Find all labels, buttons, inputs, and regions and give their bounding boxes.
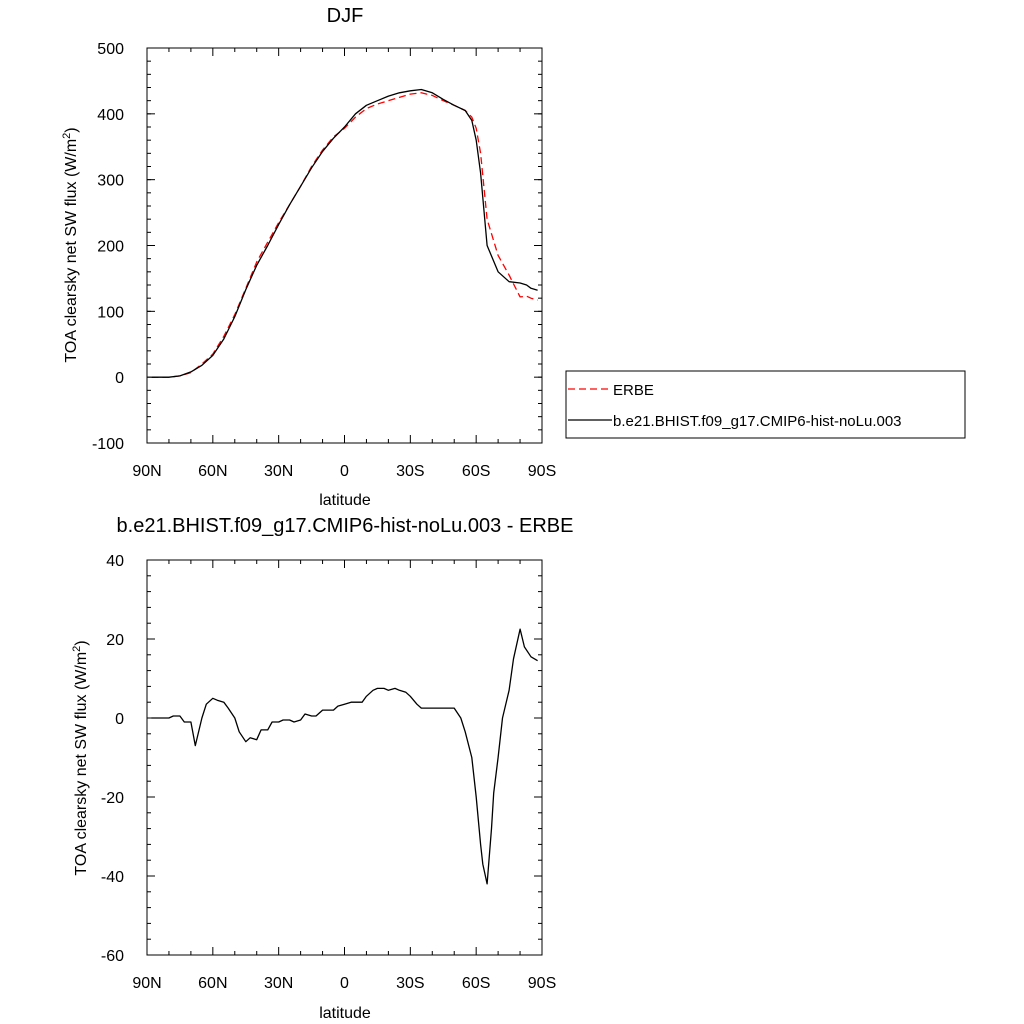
x-tick-label: 60N bbox=[198, 975, 227, 992]
series-line-erbe bbox=[151, 92, 538, 378]
y-tick-label: -60 bbox=[101, 948, 124, 965]
x-tick-label: 90N bbox=[132, 975, 161, 992]
x-tick-label: 30S bbox=[396, 463, 424, 480]
x-tick-label: 0 bbox=[340, 975, 349, 992]
x-tick-label: 30S bbox=[396, 975, 424, 992]
top-y-ticks: -100 0 100 200 300 400 500 bbox=[92, 41, 542, 453]
bottom-y-ticks: -60 -40 -20 0 20 40 bbox=[101, 553, 542, 965]
x-tick-label: 0 bbox=[340, 463, 349, 480]
top-panel: DJF 90N 60N 30N 0 30S 60S 90S -100 0 100 200 300 40… bbox=[61, 5, 966, 509]
y-tick-label: 500 bbox=[97, 41, 124, 58]
y-tick-label: 20 bbox=[106, 632, 124, 649]
bottom-y-axis-label-main: TOA clearsky net SW flux (W/m bbox=[73, 652, 90, 876]
bottom-x-ticks: 90N 60N 30N 0 30S 60S 90S bbox=[132, 560, 556, 992]
x-tick-label: 90S bbox=[528, 975, 556, 992]
y-tick-label: 0 bbox=[115, 711, 124, 728]
x-tick-label: 90S bbox=[528, 463, 556, 480]
series-line-diff-0 bbox=[151, 628, 538, 885]
bottom-chart-title: b.e21.BHIST.f09_g17.CMIP6-hist-noLu.003 … bbox=[117, 515, 574, 537]
top-series-lines bbox=[151, 88, 538, 378]
top-x-ticks: 90N 60N 30N 0 30S 60S 90S bbox=[132, 48, 556, 480]
top-chart-title: DJF bbox=[327, 5, 364, 27]
bottom-panel: b.e21.BHIST.f09_g17.CMIP6-hist-noLu.003 … bbox=[71, 515, 573, 1022]
x-tick-label: 30N bbox=[264, 975, 293, 992]
bottom-y-axis-label-tail: ) bbox=[73, 640, 90, 645]
x-tick-label: 30N bbox=[264, 463, 293, 480]
y-tick-label: -40 bbox=[101, 869, 124, 886]
x-tick-label: 60S bbox=[462, 975, 490, 992]
top-y-axis-label-main: TOA clearsky net SW flux (W/m bbox=[63, 139, 80, 363]
x-tick-label: 90N bbox=[132, 463, 161, 480]
x-tick-label: 60N bbox=[198, 463, 227, 480]
bottom-x-axis-label: latitude bbox=[319, 1005, 371, 1022]
y-tick-label: 300 bbox=[97, 173, 124, 190]
legend: ERBE b.e21.BHIST.f09_g17.CMIP6-hist-noLu… bbox=[565, 370, 966, 439]
y-tick-label: 200 bbox=[97, 239, 124, 256]
bottom-series-lines bbox=[151, 628, 538, 885]
y-tick-label: 0 bbox=[115, 370, 124, 387]
y-tick-label: 400 bbox=[97, 107, 124, 124]
top-y-axis-label-tail: ) bbox=[63, 127, 80, 132]
y-tick-label: 100 bbox=[97, 304, 124, 321]
series-line-b-e21-bhist-f09-g17-cmip6-hist-nolu-003 bbox=[151, 88, 538, 378]
top-plot-frame bbox=[146, 47, 543, 444]
bottom-y-axis-label-sup: 2 bbox=[71, 646, 83, 652]
legend-box bbox=[565, 370, 966, 439]
legend-label-model: b.e21.BHIST.f09_g17.CMIP6-hist-noLu.003 bbox=[613, 413, 902, 430]
x-tick-label: 60S bbox=[462, 463, 490, 480]
legend-label-erbe: ERBE bbox=[613, 382, 654, 399]
bottom-plot-frame bbox=[146, 559, 543, 956]
y-tick-label: 40 bbox=[106, 553, 124, 570]
top-y-axis-label: TOA clearsky net SW flux (W/m2) bbox=[61, 127, 80, 362]
y-tick-label: -100 bbox=[92, 436, 124, 453]
top-y-axis-label-sup: 2 bbox=[61, 133, 73, 139]
bottom-y-axis-label: TOA clearsky net SW flux (W/m2) bbox=[71, 640, 90, 875]
y-tick-label: -20 bbox=[101, 790, 124, 807]
top-x-axis-label: latitude bbox=[319, 492, 371, 509]
